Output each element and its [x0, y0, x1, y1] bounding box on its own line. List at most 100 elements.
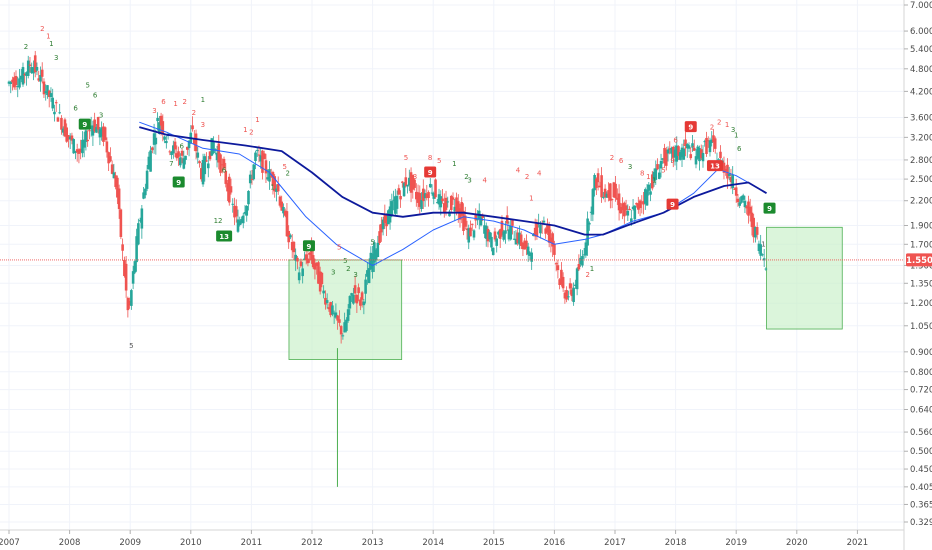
candle-body	[682, 148, 686, 160]
count-label: 1	[243, 126, 247, 134]
candle-body	[262, 153, 266, 159]
candle-body	[172, 145, 175, 154]
y-tick-label: 6.000	[910, 27, 932, 37]
candle-body	[367, 268, 371, 284]
candle-body	[54, 102, 58, 104]
candle-body	[692, 147, 696, 151]
candle-body	[68, 136, 72, 140]
candle-body	[213, 149, 217, 151]
candle-body	[210, 138, 214, 156]
candle-body	[212, 142, 215, 154]
candle-body	[574, 284, 577, 286]
candle-body	[561, 276, 565, 289]
candle-body	[603, 188, 607, 198]
candle-body	[105, 141, 109, 153]
candle-body	[58, 112, 61, 114]
candle-body	[729, 177, 733, 182]
candle-body	[759, 244, 762, 256]
y-tick-label: 0.329	[910, 518, 932, 528]
candle-body	[568, 283, 572, 289]
candle-body	[93, 119, 96, 132]
candle-body	[745, 206, 748, 209]
candle-body	[582, 254, 586, 256]
candle-body	[565, 290, 568, 300]
candle-body	[124, 263, 128, 291]
y-tick-label: 0.450	[910, 465, 932, 475]
candle-body	[366, 270, 369, 277]
candle-body	[110, 164, 114, 174]
candle-body	[299, 261, 303, 267]
candle-body	[179, 157, 182, 166]
candle-body	[238, 220, 242, 225]
candle-body	[418, 193, 422, 207]
candle-body	[373, 242, 376, 263]
candle-body	[220, 164, 224, 166]
candle-body	[12, 77, 16, 88]
badge	[216, 230, 233, 242]
candle-body	[713, 138, 717, 149]
candle-body	[694, 156, 698, 165]
candle-body	[273, 176, 277, 192]
candle-body	[173, 141, 177, 150]
current-price-value: 1.550	[906, 256, 932, 266]
candle-body	[733, 188, 736, 190]
x-tick-label: 2011	[241, 538, 263, 548]
candle-body	[70, 135, 74, 141]
candle-body	[626, 210, 630, 216]
badge-label: 13	[710, 163, 720, 171]
x-axis[interactable]: 2007 2008 2009 2010 2011 2012 2013 2014 2015 2016…	[0, 529, 904, 548]
candle-body	[498, 229, 502, 239]
candle-body	[350, 293, 353, 296]
candle-body	[84, 130, 88, 142]
candle-body	[593, 174, 596, 191]
y-tick-label: 2.500	[910, 175, 932, 185]
count-label: 1	[529, 195, 533, 203]
candle-body	[9, 81, 13, 84]
candle-body	[248, 174, 252, 184]
candle-body	[549, 237, 553, 243]
candle-body	[257, 154, 261, 156]
candle-body	[255, 150, 259, 152]
count-label: 9	[670, 157, 674, 165]
candle-body	[359, 299, 362, 306]
candle-body	[233, 205, 236, 218]
count-label: 1	[49, 40, 53, 48]
candle-body	[743, 200, 747, 208]
candle-body	[642, 201, 645, 205]
candle-body	[666, 149, 670, 154]
candle-body	[588, 222, 591, 225]
count-label: 3	[467, 177, 471, 185]
candle-body	[465, 228, 469, 231]
candle-body	[617, 193, 621, 211]
candle-body	[224, 170, 228, 184]
count-label: 5	[370, 238, 374, 246]
candle-body	[154, 137, 158, 145]
y-axis[interactable]: 7.000 6.000 5.400 4.800 4.200 3.600 3.200 2.800…	[903, 0, 932, 550]
count-label: 2	[346, 265, 350, 273]
candle-body	[535, 223, 539, 237]
count-label: 2	[183, 98, 187, 106]
candle-body	[567, 296, 570, 298]
candle-body	[327, 307, 331, 310]
candle-body	[650, 174, 654, 189]
candle-body	[509, 225, 512, 240]
candle-body	[374, 249, 378, 261]
candle-body	[392, 199, 395, 201]
candle-body	[616, 197, 619, 200]
candle-body	[738, 202, 741, 206]
candle-body	[579, 257, 582, 265]
projection-box	[766, 226, 843, 330]
candle-body	[677, 146, 680, 156]
candle-body	[313, 263, 317, 270]
candle-body	[46, 85, 49, 95]
candle-body	[497, 231, 500, 235]
projection-boxes	[288, 226, 843, 360]
badge-label: 9	[176, 179, 181, 187]
candle-body	[488, 232, 492, 240]
badge	[172, 176, 185, 188]
candle-body	[30, 67, 34, 74]
candle-body	[25, 72, 28, 76]
x-tick-label: 2019	[725, 538, 747, 548]
